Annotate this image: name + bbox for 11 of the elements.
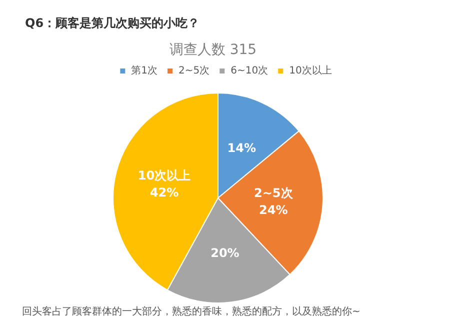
chart-subtitle: 调查人数 315 (169, 42, 257, 58)
legend-label: 第1次 (131, 64, 158, 76)
legend-label: 6~10次 (230, 66, 268, 76)
data-label: 2~5次 24% (254, 186, 294, 217)
data-label: 20% (210, 246, 240, 260)
data-label: 14% (227, 140, 256, 155)
legend-label: 2~5次 (178, 66, 210, 76)
legend-label: 10次以上 (289, 64, 332, 76)
text: 回头客占了顾客群体的一大部分，熟悉的香味，熟悉的配方，以及熟悉的你~ (22, 306, 360, 318)
chart-title: Q6：顾客是第几次购买的小吃？ (25, 16, 200, 30)
data-label: 10次以上 42% (138, 168, 191, 200)
